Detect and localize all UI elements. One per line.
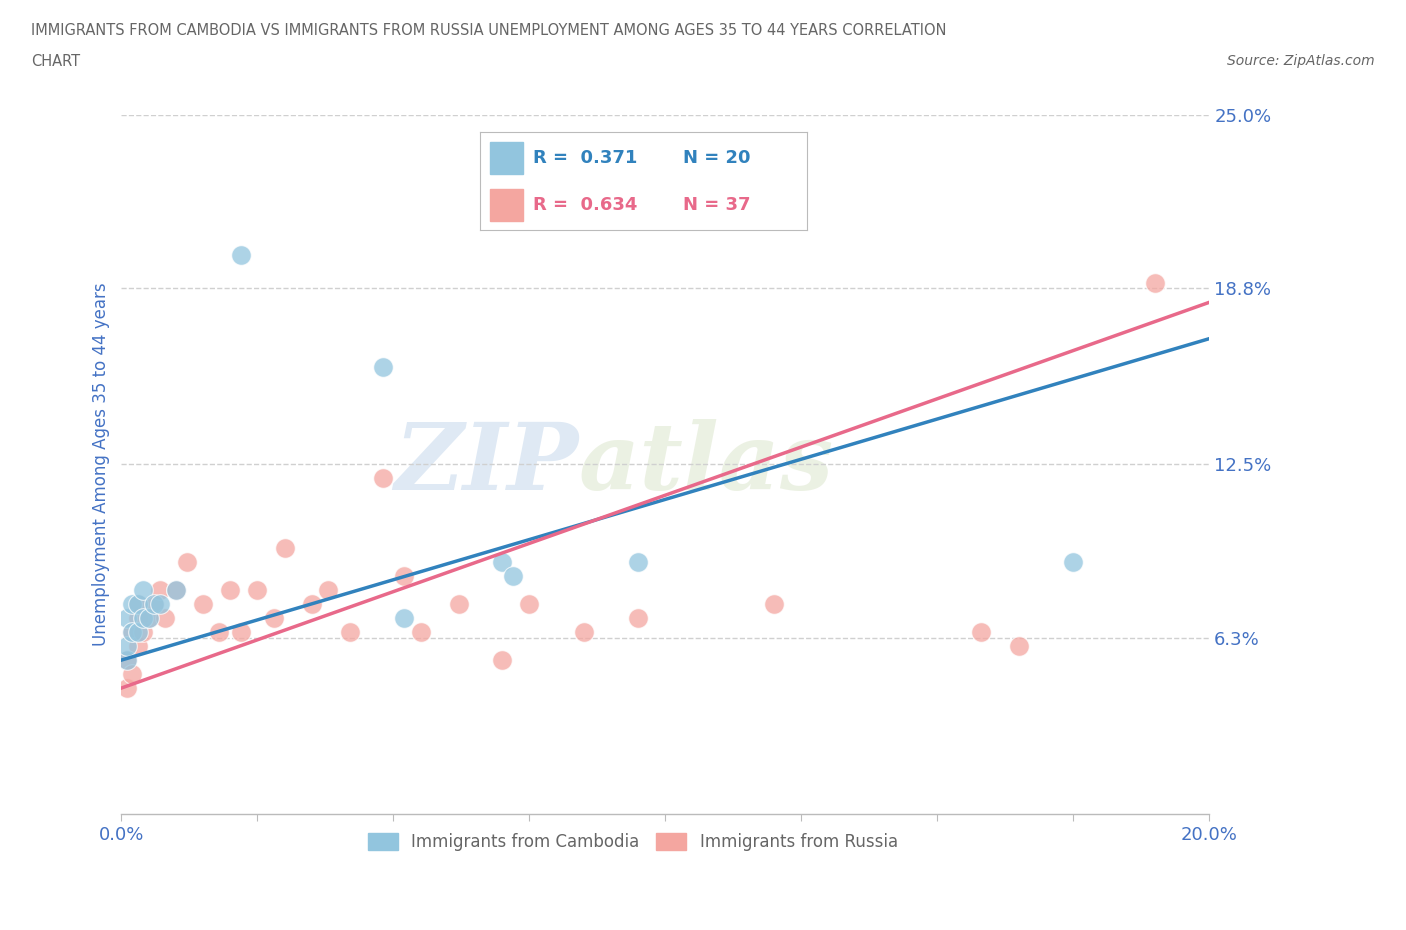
Point — [229, 625, 252, 640]
Point — [121, 625, 143, 640]
Point — [138, 611, 160, 626]
Point — [127, 597, 149, 612]
Point — [447, 597, 470, 612]
Point — [148, 597, 170, 612]
Point — [316, 583, 339, 598]
Point — [1008, 639, 1031, 654]
Point — [301, 597, 323, 612]
Point — [502, 569, 524, 584]
Point — [600, 192, 623, 206]
Point — [572, 625, 595, 640]
Point — [138, 611, 160, 626]
Point — [1062, 555, 1084, 570]
Point — [263, 611, 285, 626]
Point — [132, 625, 155, 640]
Point — [229, 247, 252, 262]
Text: IMMIGRANTS FROM CAMBODIA VS IMMIGRANTS FROM RUSSIA UNEMPLOYMENT AMONG AGES 35 TO: IMMIGRANTS FROM CAMBODIA VS IMMIGRANTS F… — [31, 23, 946, 38]
Point — [115, 611, 138, 626]
Point — [519, 597, 541, 612]
Point — [127, 597, 149, 612]
Text: ZIP: ZIP — [394, 419, 578, 510]
Point — [219, 583, 242, 598]
Text: CHART: CHART — [31, 54, 80, 69]
Point — [165, 583, 187, 598]
Y-axis label: Unemployment Among Ages 35 to 44 years: Unemployment Among Ages 35 to 44 years — [93, 283, 110, 646]
Point — [1143, 275, 1166, 290]
Point — [208, 625, 231, 640]
Point — [143, 597, 166, 612]
Point — [191, 597, 214, 612]
Point — [627, 555, 650, 570]
Point — [339, 625, 361, 640]
Point — [409, 625, 432, 640]
Point — [394, 569, 416, 584]
Point — [115, 653, 138, 668]
Point — [371, 359, 394, 374]
Point — [491, 555, 513, 570]
Point — [121, 597, 143, 612]
Point — [132, 611, 155, 626]
Point — [273, 541, 295, 556]
Point — [491, 653, 513, 668]
Point — [394, 611, 416, 626]
Point — [176, 555, 198, 570]
Legend: Immigrants from Cambodia, Immigrants from Russia: Immigrants from Cambodia, Immigrants fro… — [361, 827, 904, 857]
Point — [115, 639, 138, 654]
Point — [115, 681, 138, 696]
Text: atlas: atlas — [578, 419, 834, 510]
Point — [127, 639, 149, 654]
Point — [132, 583, 155, 598]
Point — [970, 625, 993, 640]
Point — [246, 583, 269, 598]
Point — [127, 611, 149, 626]
Text: Source: ZipAtlas.com: Source: ZipAtlas.com — [1227, 54, 1375, 68]
Point — [143, 597, 166, 612]
Point — [148, 583, 170, 598]
Point — [121, 667, 143, 682]
Point — [165, 583, 187, 598]
Point — [627, 611, 650, 626]
Point — [121, 625, 143, 640]
Point — [127, 625, 149, 640]
Point — [115, 653, 138, 668]
Point — [153, 611, 176, 626]
Point — [371, 471, 394, 485]
Point — [763, 597, 786, 612]
